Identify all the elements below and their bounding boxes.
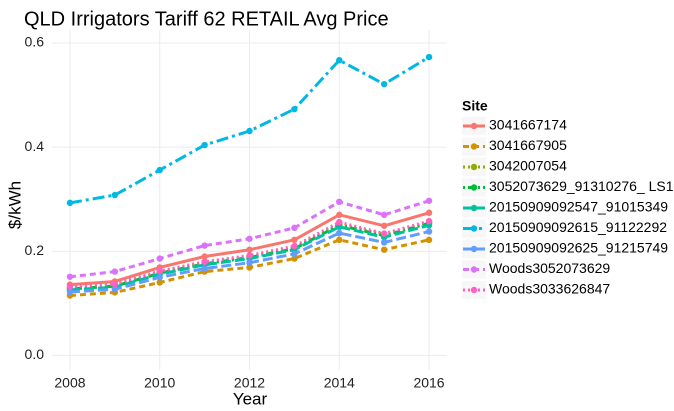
data-point <box>201 141 208 149</box>
x-tick-label: 2016 <box>413 375 444 391</box>
data-point <box>425 53 433 61</box>
data-point <box>336 56 343 64</box>
data-point <box>291 250 298 258</box>
data-point <box>380 222 388 229</box>
data-point <box>156 166 163 174</box>
data-point <box>201 253 208 260</box>
data-point <box>336 218 343 226</box>
x-tick-label: 2010 <box>144 375 175 391</box>
data-point <box>425 228 433 235</box>
legend-label: 20150909092547_91015349 <box>489 199 668 215</box>
data-point <box>380 230 388 237</box>
y-tick-label: 0.4 <box>25 138 45 154</box>
x-tick-label: 2008 <box>54 375 85 391</box>
data-point <box>336 223 343 231</box>
data-point <box>380 239 388 246</box>
data-point <box>201 258 208 265</box>
data-point <box>336 198 343 206</box>
data-point <box>380 246 388 253</box>
legend-label: 3041667174 <box>489 117 567 133</box>
legend-label: Woods3052073629 <box>489 260 610 276</box>
data-point <box>291 105 298 113</box>
legend-key-point <box>470 143 478 150</box>
data-point <box>336 211 343 219</box>
data-point <box>291 236 298 244</box>
data-point <box>66 199 74 207</box>
x-axis-label: Year <box>233 389 268 408</box>
data-point <box>66 288 74 296</box>
legend-title: Site <box>462 98 488 114</box>
data-point <box>291 255 298 262</box>
data-point <box>201 242 208 249</box>
data-point <box>246 235 253 242</box>
legend-key-point <box>470 204 478 212</box>
data-point <box>156 279 163 286</box>
data-point <box>291 242 298 250</box>
legend-key-point <box>470 286 478 294</box>
data-point <box>336 236 343 244</box>
legend-label: 3052073629_91310276_ LS1 <box>489 178 674 194</box>
data-point <box>291 224 298 232</box>
y-tick-label: 0.0 <box>25 346 45 362</box>
data-point <box>246 252 253 259</box>
data-point <box>425 197 433 204</box>
x-tick-label: 2012 <box>234 375 265 391</box>
legend-key-point <box>470 266 478 273</box>
legend-label: 20150909092625_91215749 <box>489 240 668 256</box>
data-point <box>111 268 119 275</box>
legend-label: 3041667905 <box>489 137 567 153</box>
data-point <box>111 191 119 199</box>
chart-title: QLD Irrigators Tariff 62 RETAIL Avg Pric… <box>24 8 389 30</box>
data-point <box>380 211 388 219</box>
data-point <box>246 246 253 253</box>
data-point <box>246 264 253 271</box>
data-point <box>156 267 163 275</box>
data-point <box>425 209 433 216</box>
legend-key-point <box>470 122 478 130</box>
series-line <box>69 219 430 289</box>
data-point <box>246 127 253 135</box>
y-tick-label: 0.6 <box>25 34 45 50</box>
data-point <box>380 80 388 88</box>
data-point <box>201 265 208 272</box>
data-point <box>111 286 119 293</box>
legend-key-point <box>470 225 478 232</box>
x-tick-label: 2014 <box>324 375 355 391</box>
legend-key-point <box>470 245 478 253</box>
data-point <box>66 273 74 280</box>
y-axis-label: $/kWh <box>5 181 24 229</box>
data-point <box>336 229 343 237</box>
data-point <box>156 255 163 262</box>
legend-label: Woods3033626847 <box>489 281 610 297</box>
data-point <box>156 274 163 281</box>
legend-label: 20150909092615_91122292 <box>489 219 667 235</box>
data-point <box>66 283 74 290</box>
data-point <box>246 259 253 266</box>
data-point <box>425 217 433 225</box>
data-point <box>111 280 119 288</box>
legend-label: 3042007054 <box>489 158 567 174</box>
data-point <box>425 236 433 244</box>
legend-key-point <box>470 163 478 171</box>
y-tick-label: 0.2 <box>25 242 45 258</box>
legend-key-point <box>470 184 478 191</box>
